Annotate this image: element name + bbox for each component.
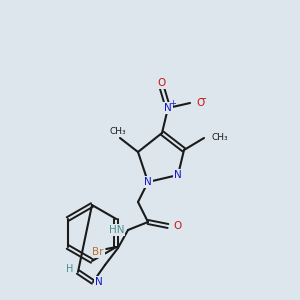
Text: CH₃: CH₃ — [212, 134, 229, 142]
Text: O: O — [196, 98, 204, 108]
Text: N: N — [174, 170, 182, 180]
Text: +: + — [169, 98, 176, 107]
Text: −: − — [199, 94, 207, 104]
Text: N: N — [164, 103, 172, 113]
Text: N: N — [95, 277, 103, 287]
Text: O: O — [158, 78, 166, 88]
Text: HN: HN — [109, 225, 124, 235]
Text: CH₃: CH₃ — [110, 128, 126, 136]
Text: Br: Br — [92, 247, 104, 257]
Text: N: N — [144, 177, 152, 187]
Text: H: H — [66, 264, 74, 274]
Text: O: O — [173, 221, 181, 231]
